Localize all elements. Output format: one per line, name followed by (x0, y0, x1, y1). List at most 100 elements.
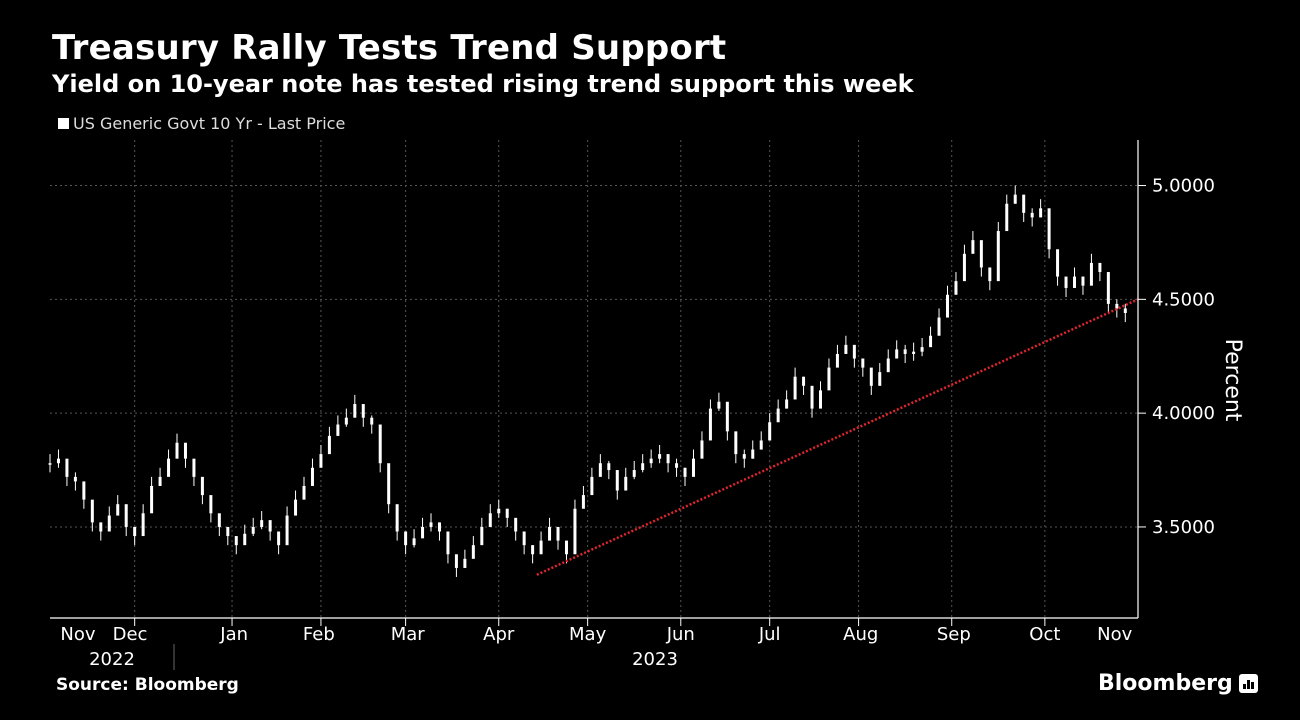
candle-body (327, 435, 331, 455)
candle-body (658, 454, 662, 459)
candle-body (226, 526, 230, 537)
candle-body (183, 442, 187, 459)
candle-body (437, 522, 441, 532)
candle-body (632, 470, 636, 477)
candle-body (624, 476, 628, 491)
candle-body (1123, 308, 1127, 313)
candle-body (133, 526, 137, 537)
candle-body (768, 422, 772, 441)
candle-body (497, 508, 501, 514)
x-tick-label: Jan (219, 624, 248, 645)
candle-body (251, 526, 255, 534)
candle-body (1098, 262, 1102, 273)
candle-body (590, 476, 594, 496)
y-tick-label: 4.5000 (1152, 289, 1215, 310)
candle-body (954, 281, 958, 295)
candle-body (810, 385, 814, 409)
candle-body (945, 294, 949, 318)
candle-body (56, 458, 60, 464)
candle-body (1106, 272, 1110, 304)
candle-body (615, 470, 619, 491)
candle-body (742, 454, 746, 459)
candle-body (1039, 208, 1043, 218)
x-tick-label: Sep (937, 624, 971, 645)
candle-body (260, 520, 264, 527)
candle-body (412, 538, 416, 546)
x-tick-label: Apr (483, 624, 515, 645)
candle-body (505, 508, 509, 518)
candle-body (294, 499, 298, 516)
candle-body (776, 408, 780, 423)
candle-body (598, 463, 602, 477)
chart-subtitle: Yield on 10-year note has tested rising … (52, 70, 914, 98)
legend: US Generic Govt 10 Yr - Last Price (58, 114, 345, 133)
candle-body (209, 495, 213, 514)
candle-body (1072, 276, 1076, 288)
candle-body (192, 458, 196, 477)
candle-body (454, 554, 458, 568)
candle-body (65, 458, 69, 477)
y-tick-label: 4.0000 (1152, 403, 1215, 424)
candle-body (759, 440, 763, 450)
candle-body (844, 344, 848, 354)
candle-body (886, 358, 890, 373)
candle-body (361, 404, 365, 418)
candle-body (785, 399, 789, 409)
candle-body (90, 499, 94, 523)
candle-body (539, 540, 543, 555)
candle-body (700, 440, 704, 459)
trend-support-line (536, 298, 1139, 576)
candle-body (150, 485, 154, 514)
candle-body (234, 536, 238, 546)
candle-body (1064, 276, 1068, 288)
candle-body (861, 358, 865, 368)
candle-body (531, 545, 535, 555)
x-tick-label: Dec (113, 624, 148, 645)
legend-label: US Generic Govt 10 Yr - Last Price (73, 114, 346, 133)
candle-body (920, 347, 924, 352)
candle-body (556, 526, 560, 541)
candle-body (167, 458, 171, 477)
candle-body (1115, 303, 1119, 309)
bloomberg-logo: Bloomberg (1098, 671, 1258, 696)
candle-body (895, 349, 899, 359)
candle-body (1013, 194, 1017, 204)
candle-body (285, 515, 289, 546)
candle-body (488, 513, 492, 527)
candle-body (268, 520, 272, 532)
candle-body (573, 508, 577, 555)
candle-body (73, 476, 77, 482)
candle-body (649, 458, 653, 464)
candle-body (962, 253, 966, 282)
chart-title: Treasury Rally Tests Trend Support (52, 28, 727, 68)
candle-body (175, 442, 179, 459)
candle-body (548, 526, 552, 541)
candle-body (912, 351, 916, 354)
candle-body (607, 463, 611, 471)
candle-body (48, 463, 52, 465)
x-tick-label: Jun (666, 624, 695, 645)
candle-body (878, 372, 882, 386)
candle-body (581, 495, 585, 509)
candle-body (370, 417, 374, 425)
candle-body (708, 408, 712, 441)
candle-body (691, 458, 695, 477)
candle-body (751, 449, 755, 459)
candle-body (99, 522, 103, 532)
candle-body (141, 513, 145, 537)
candle-body (564, 540, 568, 555)
candle-body (1030, 212, 1034, 218)
candle-body (802, 376, 806, 386)
y-axis-title: Percent (1220, 339, 1245, 422)
candle-body (302, 485, 306, 500)
candle-body (818, 390, 822, 409)
candle-body (404, 531, 408, 546)
x-tick-label: Feb (303, 624, 335, 645)
candle-body (835, 353, 839, 368)
candle-body (793, 376, 797, 400)
candle-body (929, 335, 933, 348)
x-tick-label: Mar (391, 624, 426, 645)
candle-body (463, 558, 467, 568)
candle-body (937, 317, 941, 336)
